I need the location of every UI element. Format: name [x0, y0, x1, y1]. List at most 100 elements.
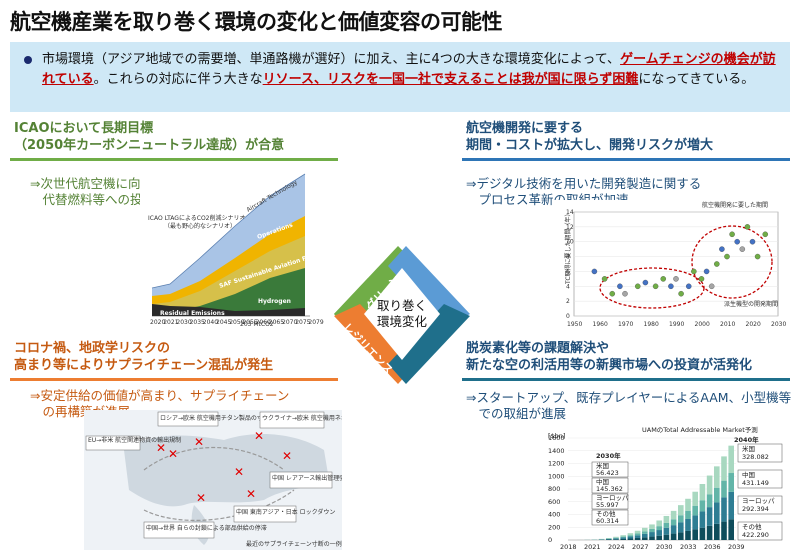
dev-x-tick: 1960: [593, 321, 608, 328]
uam-y-tick: 800: [548, 485, 560, 493]
uam-bar-segment: [649, 528, 655, 533]
route-arc-1: [143, 447, 285, 471]
co2-x-tick: 2070: [282, 319, 297, 326]
bullet-dot: [24, 56, 32, 64]
uam-x-tick: 2036: [704, 543, 721, 551]
environment-change-diamond: グリーン デジタル レジリエンス 新興市場 取り巻く 環境変化: [334, 240, 470, 386]
disruption-x-marker: ✕: [196, 491, 206, 505]
dev-point: [749, 238, 756, 245]
green-divider: [10, 158, 338, 161]
dev-point: [744, 224, 751, 230]
dev-point: [739, 246, 746, 252]
uam-bar-segment: [728, 519, 734, 540]
uam-bar-segment: [714, 487, 720, 503]
resilience-divider: [10, 378, 338, 381]
callout-ukraine: ウクライナ→欧米 航空機用ネオンガス供給の寸断: [262, 414, 342, 422]
uam-y-tick: 200: [548, 523, 560, 531]
dev-x-tick: 2010: [720, 321, 735, 328]
uam-bar-segment: [656, 530, 662, 536]
uam-unit: [$bn]: [548, 432, 565, 440]
co2-x-ticks: 2020202120302035204020452050205520602065…: [150, 315, 324, 326]
dev-points: [591, 224, 768, 297]
uam-2030-region: 中国: [596, 477, 609, 486]
summary-text-2: 。これらの対応に伴う大きな: [93, 71, 263, 87]
uam-bar-segment: [706, 525, 713, 540]
uam-bar-segment: [620, 536, 626, 538]
uam-bar-segment: [670, 533, 677, 540]
dev-point: [678, 290, 684, 297]
uam-2040-region: ヨーロッパ: [742, 497, 775, 505]
uam-bar-segment: [692, 505, 698, 516]
uam-bar-segment: [678, 515, 684, 523]
uam-x-tick: 2033: [680, 543, 697, 551]
label-2040: 2040年: [734, 435, 759, 444]
uam-bar-segment: [692, 491, 698, 506]
dev-point: [724, 253, 730, 260]
callout-lockdown: 中国 東南アジア・日本 ロックダウン: [236, 508, 335, 516]
uam-bar-segment: [620, 535, 626, 537]
uam-x-tick: 2021: [584, 543, 601, 551]
uam-bar-segment: [634, 537, 641, 540]
uam-bar-segment: [692, 529, 698, 540]
market-heading: 脱炭素化等の課題解決や 新たな空の利活用等の新興市場への投資が活発化: [466, 341, 753, 373]
uam-bar-segment: [656, 535, 662, 540]
uam-market-chart: UAMのTotal Addressable Market予測 [$bn] 0 20…: [546, 424, 790, 552]
dev-x-tick: 2020: [746, 321, 761, 328]
co2-x-tick: 2050: [229, 319, 244, 326]
uam-bar-segment: [663, 527, 670, 535]
dev-y-tick: 2: [566, 298, 570, 305]
callout-china-rareearth: 中国 レアアース輸出管理強化: [272, 474, 342, 482]
dev-x-tick: 1980: [644, 321, 659, 328]
uam-bar-segment: [685, 510, 691, 519]
uam-bar-segment: [620, 538, 626, 540]
uam-bar-segment: [663, 522, 670, 528]
uam-bar-segment: [721, 497, 727, 522]
uam-bar-segment: [613, 536, 619, 538]
co2-x-tick: 2045: [216, 319, 231, 326]
co2-x-tick: 2055: [242, 319, 257, 326]
label-203-mt: 203 MtCO2: [240, 321, 274, 328]
center-line-1: 取り巻く: [377, 298, 427, 313]
uam-2030-region: ヨーロッパ: [596, 494, 629, 502]
callout-china-world: 中国→世界 自らの封鎖による部品供給の停滞: [146, 524, 267, 532]
map-caption: 最近のサプライチェーン寸断の一例: [246, 540, 342, 548]
uam-bar-segment: [714, 502, 720, 524]
uam-bar-segment: [620, 537, 626, 539]
total-line: [151, 173, 306, 289]
uam-y-tick: 1600: [548, 434, 565, 442]
dev-point: [729, 231, 735, 238]
dev-point: [617, 283, 623, 290]
uam-bar-segment: [699, 484, 706, 501]
uam-2040-region: 中国: [742, 470, 755, 479]
uam-bar-segment: [649, 524, 655, 529]
uam-bar-segment: [670, 510, 677, 520]
dev-point: [622, 290, 628, 297]
cluster-ellipse-1: [599, 267, 705, 309]
uam-2030-region: その他: [596, 509, 616, 518]
dev-period-chart: 航空機開発に要した期間 TC取得に要した期間（年） 1950 1960 1970 19…: [552, 200, 788, 332]
uam-bar-segment: [685, 530, 691, 540]
uam-bar-segment: [728, 473, 734, 492]
dev-point: [703, 268, 710, 275]
dev-x-tick: 1970: [618, 321, 633, 328]
dev-point: [691, 268, 697, 275]
disruption-x-marker: ✕: [282, 449, 292, 463]
area-residual: [152, 304, 305, 316]
uam-bar-segment: [678, 522, 684, 533]
uam-bar-segment: [706, 494, 713, 508]
uam-bar-segment: [627, 536, 634, 539]
disruption-x-marker: ✕: [168, 447, 178, 461]
uam-bar-segment: [670, 519, 677, 526]
dev-point: [698, 276, 705, 282]
uam-2040-region: 米国: [742, 444, 755, 453]
co2-x-tick: 2035: [190, 319, 205, 326]
dev-annotation: 派生機型の開発期間: [724, 300, 778, 308]
uam-bar-segment: [627, 538, 634, 540]
co2-x-tick: 2030: [176, 319, 191, 326]
dev-point: [754, 253, 761, 260]
market-divider: [462, 378, 790, 381]
digital-heading: 航空機開発に要する 期間・コストが拡大し、開発リスクが増大: [466, 121, 714, 153]
uam-y-tick: 1200: [548, 460, 565, 468]
